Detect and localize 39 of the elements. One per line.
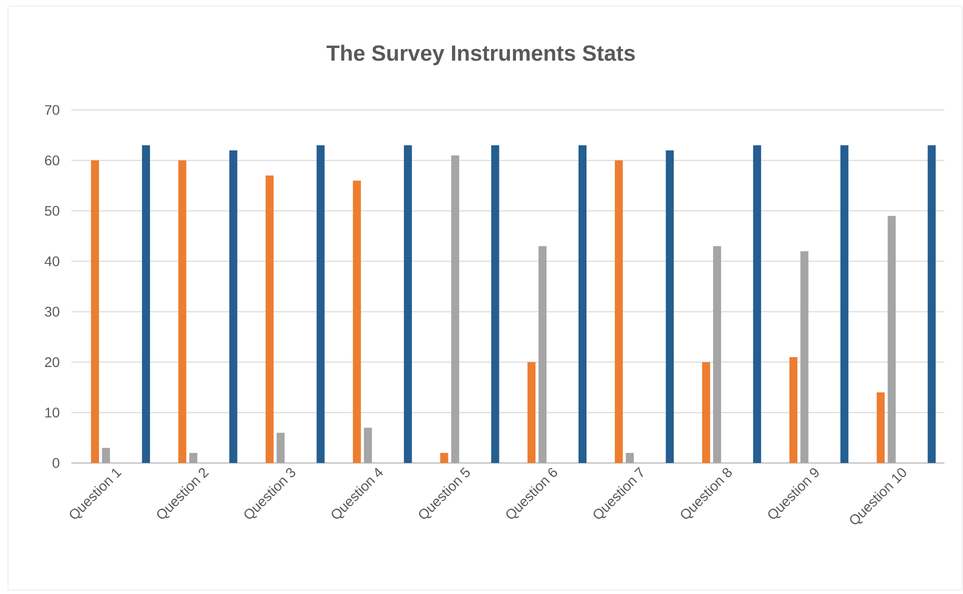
bar (276, 432, 285, 463)
y-tick-label: 20 (45, 357, 60, 368)
bar (364, 428, 372, 463)
bar (142, 145, 150, 463)
bar (316, 145, 325, 463)
bar (876, 392, 885, 463)
bar (538, 246, 547, 463)
bar (404, 145, 412, 463)
y-tick-label: 40 (44, 256, 60, 266)
bar (178, 160, 186, 463)
bar (713, 246, 722, 463)
bar (753, 145, 762, 463)
bar (789, 357, 798, 463)
y-tick-label: 10 (45, 408, 60, 418)
bar (102, 448, 110, 463)
bar (928, 145, 936, 463)
y-tick-label: 70 (45, 105, 60, 115)
bar (840, 145, 848, 463)
bar (888, 216, 896, 463)
y-tick-label: 0 (52, 458, 60, 468)
bar (352, 180, 361, 463)
bar (440, 452, 448, 463)
bar (189, 452, 198, 463)
bar (451, 155, 460, 463)
bar (91, 160, 99, 463)
bar (702, 362, 710, 463)
y-tick-label: 60 (45, 155, 60, 166)
bar (666, 150, 674, 463)
bar (491, 145, 500, 463)
bar (578, 145, 587, 463)
bar (528, 362, 536, 463)
bar (614, 160, 623, 463)
bar (266, 176, 274, 463)
y-tick-label: 50 (44, 206, 60, 216)
bar (229, 150, 238, 463)
bar (626, 452, 634, 463)
y-tick-label: 30 (44, 306, 60, 317)
chart-title: The Survey Instruments Stats (326, 44, 635, 66)
bar (800, 251, 808, 463)
